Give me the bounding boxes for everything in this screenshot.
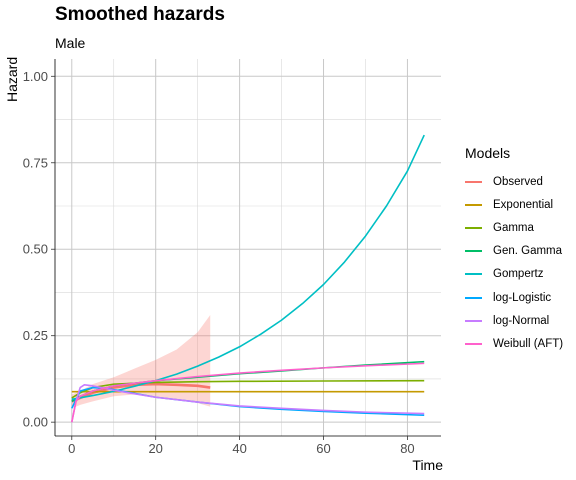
legend-swatch bbox=[465, 273, 482, 276]
series-line-log-normal bbox=[70, 384, 425, 423]
x-tick-label: 80 bbox=[400, 441, 414, 456]
legend-swatch bbox=[465, 180, 482, 183]
y-tick-label: 0.00 bbox=[23, 415, 48, 430]
legend-swatch bbox=[465, 319, 482, 322]
legend-label: Observed bbox=[493, 175, 543, 188]
legend-item-gamma: Gamma bbox=[465, 216, 563, 239]
x-axis-title: Time bbox=[412, 457, 443, 473]
y-tick-label: 0.25 bbox=[23, 328, 48, 343]
legend-swatch bbox=[465, 250, 482, 253]
legend-item-exponential: Exponential bbox=[465, 193, 563, 216]
x-tick-label: 0 bbox=[68, 441, 75, 456]
legend-item-gompertz: Gompertz bbox=[465, 263, 563, 286]
series-line-gamma bbox=[71, 379, 425, 399]
y-axis-title: Hazard bbox=[4, 57, 20, 102]
legend-item-gen-gamma: Gen. Gamma bbox=[465, 240, 563, 263]
legend-item-weibull-aft-: Weibull (AFT) bbox=[465, 332, 563, 355]
series-line-weibull-aft- bbox=[70, 362, 425, 423]
legend-label: log-Normal bbox=[493, 314, 550, 327]
y-tick-label: 1.00 bbox=[23, 69, 48, 84]
axes: 0 20 40 60 80 0.00 0.25 0.50 0.75 1.00 bbox=[23, 59, 441, 456]
legend-item-observed: Observed bbox=[465, 170, 563, 193]
series-line-gompertz bbox=[71, 134, 425, 401]
legend-label: Gamma bbox=[493, 221, 534, 234]
legend-label: Gen. Gamma bbox=[493, 245, 563, 258]
legend-title: Models bbox=[465, 145, 511, 161]
legend-label: Exponential bbox=[493, 198, 554, 211]
chart-subtitle: Male bbox=[55, 35, 86, 51]
legend-item-log-logistic: log-Logistic bbox=[465, 286, 563, 309]
series-line-observed bbox=[71, 382, 211, 403]
x-tick-label: 40 bbox=[232, 441, 246, 456]
chart-title: Smoothed hazards bbox=[55, 4, 225, 25]
legend-swatch bbox=[465, 342, 482, 345]
legend-swatch bbox=[465, 296, 482, 299]
legend-label: log-Logistic bbox=[493, 291, 552, 304]
x-tick-label: 60 bbox=[316, 441, 330, 456]
legend-label: Gompertz bbox=[493, 268, 544, 281]
legend-label: Weibull (AFT) bbox=[493, 337, 564, 350]
series-lines bbox=[70, 134, 425, 423]
legend-swatch bbox=[465, 203, 482, 206]
x-tick-label: 20 bbox=[148, 441, 162, 456]
y-tick-label: 0.75 bbox=[23, 155, 48, 170]
gridlines bbox=[55, 59, 441, 436]
legend-item-log-normal: log-Normal bbox=[465, 309, 563, 332]
legend-swatch bbox=[465, 226, 482, 229]
legend: Models Observed Exponential Gamma Gen. Gamm… bbox=[465, 145, 563, 356]
y-tick-label: 0.50 bbox=[23, 242, 48, 257]
